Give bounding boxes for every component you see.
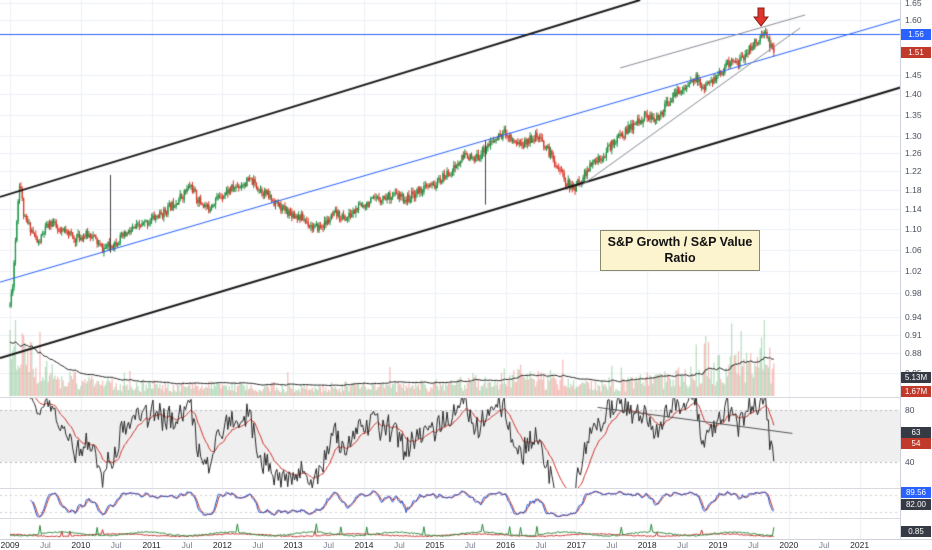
volume-last-badge: 1.67M bbox=[901, 386, 931, 397]
pane-separator[interactable] bbox=[0, 397, 900, 398]
time-tick-label: 2018 bbox=[637, 540, 657, 550]
time-tick-label: 2017 bbox=[566, 540, 586, 550]
volume-ma-badge: 5.13M bbox=[901, 372, 931, 383]
price-tick-label: 0.94 bbox=[905, 311, 922, 322]
time-tick-label: Jul bbox=[110, 540, 122, 550]
price-tick-label: 1.26 bbox=[905, 148, 922, 159]
price-tick-label: 1.02 bbox=[905, 266, 922, 277]
price-tick-label: 1.10 bbox=[905, 223, 922, 234]
pane-separator[interactable] bbox=[0, 488, 900, 489]
time-tick-label: 2013 bbox=[283, 540, 303, 550]
time-tick-label: 2009 bbox=[0, 540, 20, 550]
time-tick-label: Jul bbox=[393, 540, 405, 550]
price-line-badge: 1.56 bbox=[901, 29, 931, 40]
time-tick-label: Jul bbox=[818, 540, 830, 550]
time-tick-label: 2019 bbox=[708, 540, 728, 550]
time-tick-label: 2020 bbox=[779, 540, 799, 550]
price-tick-label: 1.18 bbox=[905, 184, 922, 195]
price-tick-label: 1.60 bbox=[905, 14, 922, 25]
time-tick-label: 2015 bbox=[425, 540, 445, 550]
time-tick-label: 2010 bbox=[71, 540, 91, 550]
last-price-badge: 1.51 bbox=[901, 47, 931, 58]
time-tick-label: Jul bbox=[535, 540, 547, 550]
price-tick-label: 1.35 bbox=[905, 109, 922, 120]
time-tick-label: 2021 bbox=[850, 540, 870, 550]
title-line2: Ratio bbox=[664, 251, 696, 266]
time-axis[interactable]: 2009 Jul 2010 Jul 2011 Jul 2012 Jul 2013 Jul 2014 J… bbox=[0, 539, 932, 550]
price-tick-label: 1.30 bbox=[905, 130, 922, 141]
time-tick-label: Jul bbox=[323, 540, 335, 550]
time-tick-label: Jul bbox=[677, 540, 689, 550]
price-tick-label: 0.98 bbox=[905, 288, 922, 299]
time-tick-label: Jul bbox=[747, 540, 759, 550]
rsi-signal-badge: 54 bbox=[901, 438, 931, 449]
time-tick-label: Jul bbox=[464, 540, 476, 550]
time-tick-label: Jul bbox=[181, 540, 193, 550]
pane3-value-badge: 0.85 bbox=[901, 526, 931, 537]
time-tick-label: Jul bbox=[252, 540, 264, 550]
time-tick-label: Jul bbox=[39, 540, 51, 550]
price-tick-label: 0.91 bbox=[905, 329, 922, 340]
price-tick-label: 1.40 bbox=[905, 89, 922, 100]
pane-separator[interactable] bbox=[0, 518, 900, 519]
chart-title-label[interactable]: S&P Growth / S&P Value Ratio bbox=[600, 230, 760, 271]
stoch-d-badge: 82.00 bbox=[901, 499, 931, 510]
price-tick-label: 1.06 bbox=[905, 244, 922, 255]
price-tick-label: 1.45 bbox=[905, 69, 922, 80]
down-arrow-icon bbox=[752, 7, 770, 27]
rsi-tick-label: 40 bbox=[905, 457, 915, 467]
time-tick-label: 2011 bbox=[142, 540, 161, 550]
title-line1: S&P Growth / S&P Value bbox=[607, 235, 753, 249]
rsi-tick-label: 80 bbox=[905, 405, 915, 415]
down-arrow-annotation[interactable] bbox=[751, 5, 771, 27]
price-axis[interactable]: 1.65 1.60 1.45 1.40 1.35 1.30 1.26 1.22 1.18 1.14… bbox=[900, 0, 932, 539]
time-tick-label: Jul bbox=[606, 540, 618, 550]
price-tick-label: 0.88 bbox=[905, 348, 922, 359]
price-tick-label: 1.14 bbox=[905, 204, 922, 215]
price-tick-label: 1.65 bbox=[905, 0, 922, 8]
time-tick-label: 2016 bbox=[496, 540, 516, 550]
time-tick-label: 2012 bbox=[212, 540, 232, 550]
stoch-k-badge: 89.56 bbox=[901, 487, 931, 498]
time-tick-label: 2014 bbox=[354, 540, 374, 550]
price-tick-label: 1.22 bbox=[905, 166, 922, 177]
rsi-value-badge: 63 bbox=[901, 427, 931, 438]
